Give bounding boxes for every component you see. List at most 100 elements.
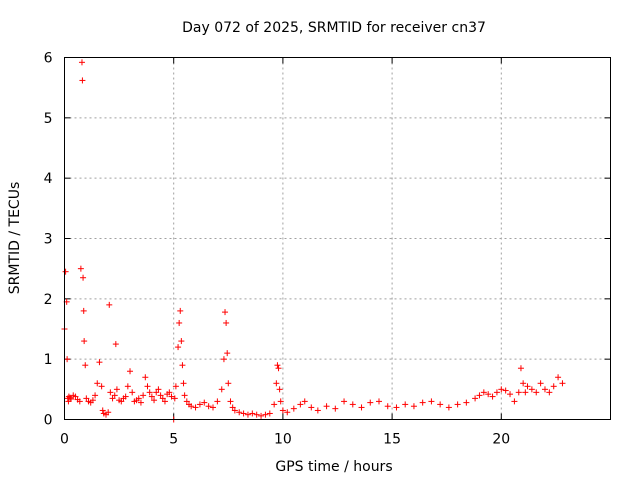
data-point xyxy=(127,368,134,375)
data-point xyxy=(511,398,518,405)
data-point xyxy=(308,404,315,411)
data-point xyxy=(522,389,529,396)
data-point xyxy=(83,395,90,402)
data-point xyxy=(153,389,160,396)
y-tick-label: 1 xyxy=(44,352,53,368)
data-point xyxy=(224,350,231,357)
data-point xyxy=(314,407,321,414)
data-point xyxy=(528,386,535,393)
data-point xyxy=(81,338,88,345)
data-point xyxy=(96,359,103,366)
data-point xyxy=(122,393,129,400)
data-point xyxy=(489,393,496,400)
data-point xyxy=(393,404,400,411)
data-point xyxy=(183,398,190,405)
data-point xyxy=(92,392,99,399)
data-point xyxy=(524,383,531,390)
data-point xyxy=(463,399,470,406)
data-point xyxy=(559,380,566,387)
grid xyxy=(64,57,611,420)
data-point xyxy=(80,274,87,281)
data-point xyxy=(517,365,524,372)
data-point xyxy=(175,344,182,351)
data-point xyxy=(66,394,73,401)
data-point xyxy=(179,362,186,369)
data-point xyxy=(493,389,500,396)
data-point xyxy=(80,307,87,314)
data-point xyxy=(62,268,69,275)
data-point xyxy=(273,380,280,387)
data-point xyxy=(142,374,149,381)
x-tick-label: 0 xyxy=(60,432,69,448)
data-point xyxy=(341,398,348,405)
data-point xyxy=(502,387,509,394)
data-point xyxy=(144,383,151,390)
data-point xyxy=(177,307,184,314)
data-point xyxy=(112,341,119,348)
data-point xyxy=(64,356,71,363)
data-point xyxy=(113,386,120,393)
data-point xyxy=(111,392,118,399)
data-point xyxy=(480,389,487,396)
y-tick-label: 2 xyxy=(44,292,53,308)
data-point xyxy=(68,395,75,402)
y-tick-label: 6 xyxy=(44,51,53,67)
data-point xyxy=(178,338,185,345)
data-point xyxy=(555,374,562,381)
data-point xyxy=(176,319,183,326)
data-point xyxy=(106,301,113,308)
data-point xyxy=(274,362,281,369)
data-point xyxy=(181,392,188,399)
data-point xyxy=(171,395,178,402)
data-point xyxy=(155,386,162,393)
data-point xyxy=(550,383,557,390)
data-point xyxy=(137,399,144,406)
x-tick-label: 15 xyxy=(383,432,401,448)
data-point xyxy=(290,405,297,412)
data-point xyxy=(89,397,96,404)
y-tick-label: 0 xyxy=(44,413,53,429)
data-point xyxy=(279,407,286,414)
data-point xyxy=(109,395,116,402)
data-point xyxy=(229,404,236,411)
data-point xyxy=(99,407,106,414)
y-axis-label: SRMTID / TECUs xyxy=(7,182,23,295)
data-point xyxy=(205,403,212,410)
data-point xyxy=(507,391,514,398)
y-tick-label: 5 xyxy=(44,111,53,127)
data-point xyxy=(78,59,85,66)
data-point xyxy=(367,399,374,406)
data-point xyxy=(196,401,203,408)
data-points xyxy=(61,59,566,423)
data-point xyxy=(79,77,86,84)
data-point xyxy=(140,392,147,399)
data-point xyxy=(541,386,548,393)
data-point xyxy=(161,398,168,405)
data-point xyxy=(180,380,187,387)
data-point xyxy=(515,389,522,396)
x-tick-label: 20 xyxy=(492,432,510,448)
data-point xyxy=(201,399,208,406)
data-point xyxy=(297,401,304,408)
data-point xyxy=(105,409,112,416)
data-point xyxy=(166,389,173,396)
data-point xyxy=(159,395,166,402)
data-point xyxy=(188,403,195,410)
data-point xyxy=(419,399,426,406)
data-point xyxy=(276,386,283,393)
data-point xyxy=(210,404,217,411)
data-point xyxy=(72,393,79,400)
data-point xyxy=(358,404,365,411)
data-point xyxy=(157,392,164,399)
data-point xyxy=(485,391,492,398)
data-point xyxy=(236,409,243,416)
data-point xyxy=(332,405,339,412)
data-point xyxy=(218,386,225,393)
data-point xyxy=(476,392,483,399)
data-point xyxy=(124,383,131,390)
data-point xyxy=(118,398,125,405)
data-point xyxy=(253,411,260,418)
data-point xyxy=(284,409,291,416)
data-point xyxy=(244,411,251,418)
chart-title: Day 072 of 2025, SRMTID for receiver cn3… xyxy=(182,20,486,36)
